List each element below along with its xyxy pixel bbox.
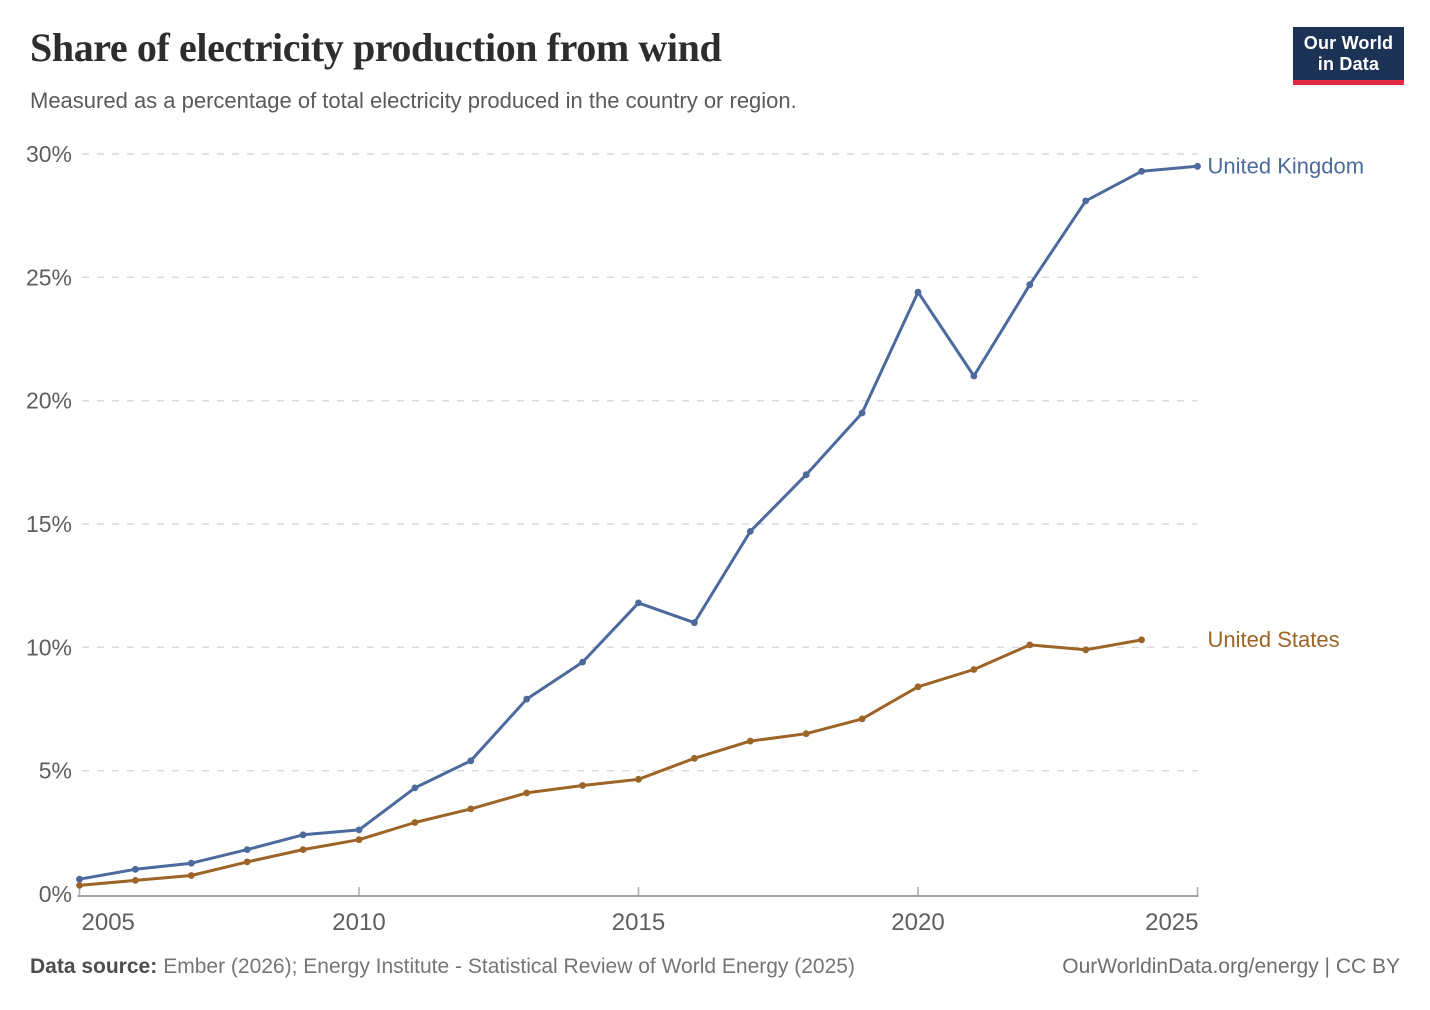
data-point bbox=[76, 875, 83, 883]
data-source-note: Data source: Ember (2026); Energy Institu… bbox=[30, 955, 855, 979]
data-source-label: Data source: bbox=[30, 955, 158, 978]
data-point bbox=[467, 757, 475, 765]
data-point bbox=[1194, 162, 1201, 170]
y-tick-label: 15% bbox=[26, 511, 72, 537]
chart-subtitle: Measured as a percentage of total electr… bbox=[30, 88, 797, 113]
data-point bbox=[1026, 281, 1034, 289]
data-point bbox=[187, 872, 195, 879]
data-point bbox=[635, 775, 642, 783]
owid-logo-line2: in Data bbox=[1317, 53, 1380, 74]
y-tick-label: 5% bbox=[39, 758, 72, 784]
data-point bbox=[1082, 646, 1090, 654]
series-label-united-kingdom[interactable]: United Kingdom bbox=[1208, 153, 1365, 178]
data-point bbox=[970, 372, 978, 380]
data-point bbox=[76, 882, 83, 889]
data-point bbox=[243, 858, 251, 866]
x-tick-label: 2025 bbox=[1145, 909, 1198, 936]
owid-logo-text: Our World in Data bbox=[1293, 27, 1404, 80]
data-point bbox=[355, 826, 363, 834]
data-point bbox=[411, 784, 419, 792]
chart-title: Share of electricity production from win… bbox=[30, 25, 722, 70]
data-point bbox=[299, 831, 307, 839]
data-point bbox=[746, 528, 754, 535]
owid-logo-red-stripe bbox=[1293, 80, 1404, 85]
y-tick-label: 20% bbox=[26, 388, 72, 414]
data-point bbox=[411, 819, 419, 826]
data-point bbox=[802, 730, 810, 738]
x-tick-label: 2020 bbox=[891, 909, 944, 936]
data-point bbox=[132, 865, 139, 873]
owid-logo-line1: Our World bbox=[1303, 32, 1394, 53]
data-point bbox=[1082, 197, 1090, 205]
data-point bbox=[691, 754, 698, 762]
y-tick-label: 10% bbox=[26, 634, 72, 660]
data-point bbox=[802, 471, 810, 479]
series-line-united-kingdom bbox=[78, 164, 1199, 881]
data-point bbox=[970, 666, 978, 673]
data-point bbox=[579, 782, 586, 789]
y-tick-label: 0% bbox=[39, 881, 72, 907]
data-point bbox=[579, 658, 586, 666]
owid-license-link[interactable]: OurWorldinData.org/energy | CC BY bbox=[1062, 955, 1400, 978]
data-point bbox=[132, 877, 139, 884]
data-source-text: Ember (2026); Energy Institute - Statist… bbox=[163, 955, 855, 978]
data-point bbox=[858, 715, 866, 723]
data-point bbox=[187, 859, 195, 867]
series-label-united-states[interactable]: United States bbox=[1208, 627, 1340, 652]
data-point bbox=[1026, 641, 1034, 649]
data-point bbox=[355, 836, 363, 844]
data-point bbox=[467, 805, 475, 813]
owid-logo[interactable]: Our World in Data bbox=[1293, 27, 1404, 85]
y-tick-label: 25% bbox=[26, 264, 72, 290]
x-tick-label: 2015 bbox=[612, 909, 665, 936]
data-point bbox=[243, 846, 251, 853]
y-tick-label: 30% bbox=[26, 141, 72, 167]
data-point bbox=[1138, 636, 1145, 644]
data-point bbox=[299, 846, 307, 853]
data-point bbox=[523, 789, 531, 797]
data-point bbox=[691, 619, 698, 627]
data-point bbox=[1138, 167, 1145, 175]
data-point bbox=[858, 409, 866, 417]
data-point bbox=[523, 695, 531, 703]
series-line-united-states bbox=[78, 638, 1144, 887]
x-tick-label: 2010 bbox=[332, 909, 385, 936]
data-point bbox=[635, 599, 642, 607]
data-point bbox=[746, 737, 754, 745]
data-point bbox=[914, 683, 922, 691]
x-tick-label: 2005 bbox=[82, 909, 135, 936]
data-point bbox=[914, 288, 922, 296]
chart-footer: Data source: Ember (2026); Energy Institu… bbox=[30, 955, 1400, 979]
